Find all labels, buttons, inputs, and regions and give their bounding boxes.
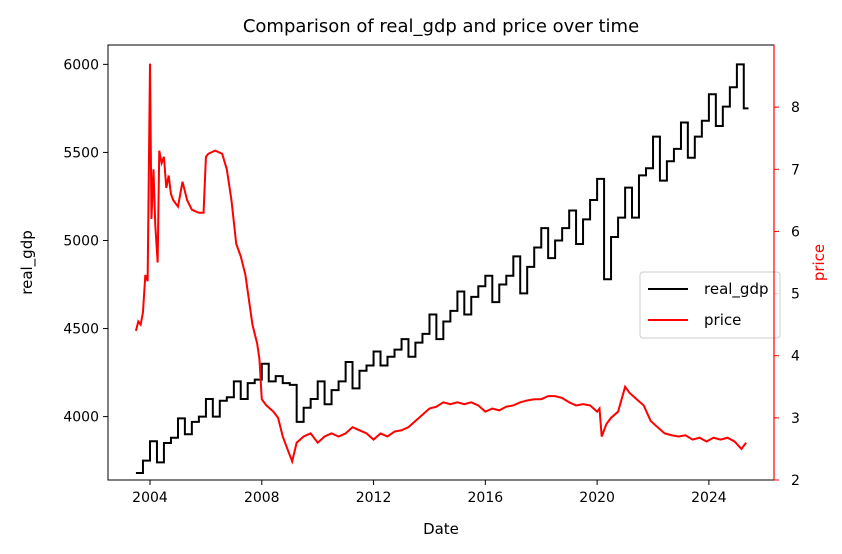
right-y-axis: 2 3 4 5 6 7 8	[774, 100, 800, 489]
left-y-tick-label: 4000	[63, 410, 99, 426]
right-y-tick-label: 3	[791, 411, 800, 427]
x-tick-label: 2024	[691, 490, 727, 506]
x-tick-label: 2012	[356, 490, 392, 506]
legend-label-real-gdp: real_gdp	[704, 280, 769, 299]
x-axis-title: Date	[423, 520, 459, 538]
left-y-tick-label: 6000	[63, 57, 99, 73]
series-line-price	[134, 63, 747, 465]
right-y-tick-label: 2	[791, 473, 800, 489]
series-line-real-gdp	[135, 63, 749, 474]
left-y-axis-title: real_gdp	[18, 230, 37, 295]
left-y-tick-label: 5500	[63, 145, 99, 161]
left-y-tick-label: 4500	[63, 322, 99, 338]
x-tick-label: 2004	[132, 490, 168, 506]
right-y-axis-title: price	[810, 244, 828, 281]
chart-title: Comparison of real_gdp and price over ti…	[243, 16, 639, 37]
x-tick-label: 2020	[579, 490, 615, 506]
right-y-tick-label: 7	[791, 162, 800, 178]
plot-lines	[134, 63, 749, 474]
right-y-tick-label: 4	[791, 349, 800, 365]
x-tick-label: 2016	[468, 490, 504, 506]
x-tick-label: 2008	[244, 490, 280, 506]
left-spine	[107, 44, 775, 481]
left-y-axis: 4000 4500 5000 5500 6000	[63, 57, 108, 426]
right-y-tick-label: 8	[791, 100, 800, 116]
right-y-tick-label: 5	[791, 287, 800, 303]
left-y-tick-label: 5000	[63, 233, 99, 249]
right-y-tick-label: 6	[791, 224, 800, 240]
x-axis: 2004 2008 2012 2016 2020 2024	[132, 480, 727, 506]
legend-label-price: price	[704, 311, 741, 329]
legend: real_gdp price	[639, 271, 781, 339]
